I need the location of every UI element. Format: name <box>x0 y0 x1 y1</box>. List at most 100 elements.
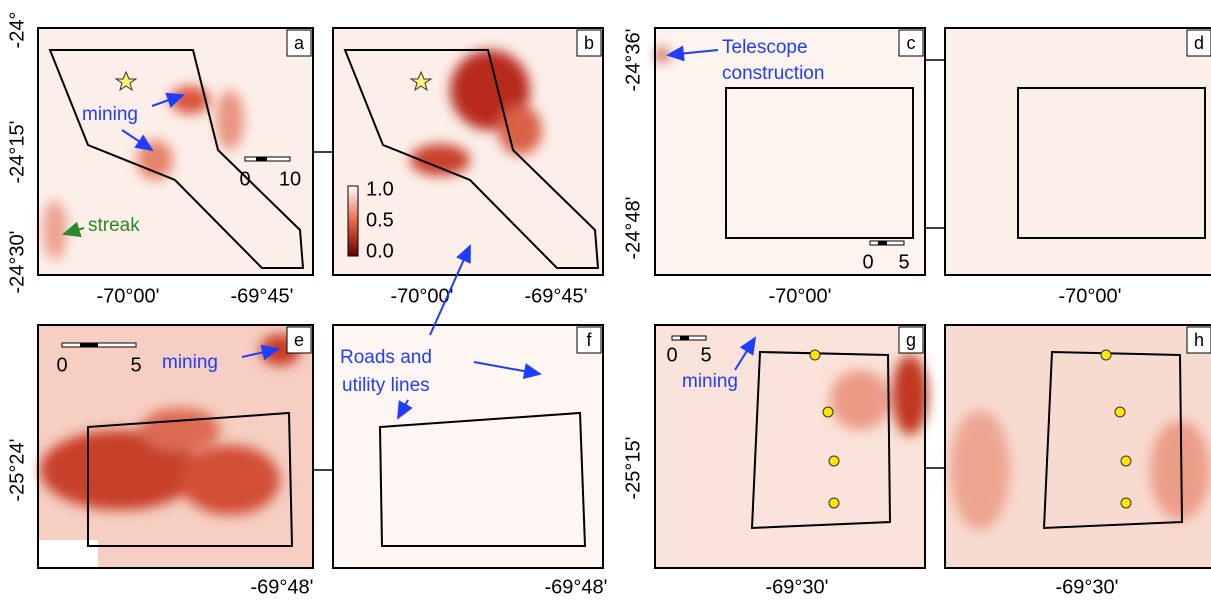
annotation: streak <box>88 215 140 236</box>
scale-label: 5 <box>898 251 909 273</box>
rect-shape <box>347 185 359 257</box>
circle-shape <box>1120 497 1132 509</box>
colorbar-label: 0.0 <box>366 240 394 262</box>
circle-shape <box>828 497 840 509</box>
x-tick-label: -70°00' <box>391 285 454 307</box>
study-areas <box>48 49 1206 547</box>
scale-label: 5 <box>130 354 141 376</box>
rect-shape <box>576 29 602 57</box>
scale-label: 10 <box>279 168 301 190</box>
panel-label: h <box>1194 330 1204 350</box>
panel-label: a <box>294 33 305 53</box>
markers <box>114 70 1132 509</box>
ellipse-shape <box>40 430 200 510</box>
ellipse-shape <box>498 105 542 155</box>
colorbar-label: 0.5 <box>366 209 394 231</box>
rect-shape <box>61 342 137 348</box>
rect-shape <box>654 324 926 569</box>
panel-label: g <box>906 330 916 350</box>
scale-label: 0 <box>239 168 250 190</box>
scale-label: 0 <box>56 354 67 376</box>
rect-shape <box>680 336 689 340</box>
colorbar-label: 1.0 <box>366 178 394 200</box>
x-axis-labels: -70°00' -69°45' -70°00' -69°45' -70°00' … <box>97 285 1122 598</box>
ellipse-shape <box>43 200 67 260</box>
x-tick-label: -70°00' <box>97 285 160 307</box>
annotation: mining <box>682 371 738 392</box>
scale-label: 0 <box>666 344 677 366</box>
y-tick-label: -25°24' <box>6 439 28 502</box>
line-shape <box>62 221 85 238</box>
panel-label: b <box>584 33 594 53</box>
polygon-shape <box>48 49 305 269</box>
rect-shape <box>576 326 602 354</box>
x-tick-label: -69°30' <box>766 576 829 598</box>
scale-bars: 0 10 0 5 0 5 0 5 <box>56 156 910 376</box>
line-shape <box>666 45 719 62</box>
scale-label: 5 <box>700 344 711 366</box>
rect-shape <box>286 29 312 57</box>
y-tick-label: -24°48' <box>622 197 644 260</box>
annotation: Telescope <box>722 37 808 58</box>
ellipse-shape <box>216 90 244 150</box>
x-tick-label: -69°48' <box>251 576 314 598</box>
polygon-shape <box>725 87 914 239</box>
rect-shape <box>332 324 604 569</box>
rect-shape <box>1186 29 1211 57</box>
ellipse-shape <box>892 355 928 435</box>
rect-shape <box>333 325 603 568</box>
circle-shape <box>809 349 821 361</box>
line-shape <box>241 344 280 361</box>
polygon-shape <box>378 411 587 547</box>
x-tick-label: -69°45' <box>525 285 588 307</box>
line-shape <box>473 361 542 380</box>
panel-label: d <box>1194 33 1204 53</box>
y-axis-labels: -24° -24°15' -24°30' -24°36' -24°48' -25… <box>6 12 644 502</box>
y-tick-label: -25°15' <box>622 437 644 500</box>
rect-shape <box>944 324 1211 569</box>
y-tick-label: -24°30' <box>6 231 28 294</box>
x-tick-label: -69°48' <box>545 576 608 598</box>
polygon-shape <box>114 70 138 92</box>
circle-shape <box>1100 349 1112 361</box>
panel-label: e <box>294 330 304 350</box>
y-tick-label: -24° <box>6 12 28 49</box>
rect-shape <box>944 27 1211 276</box>
rect-shape <box>655 28 925 275</box>
rect-shape <box>1186 326 1211 354</box>
x-tick-label: -69°45' <box>231 285 294 307</box>
rect-shape <box>80 343 98 347</box>
polygon-shape <box>1017 87 1206 239</box>
rect-shape <box>37 324 314 569</box>
line-shape <box>429 244 471 336</box>
line-shape <box>734 336 757 371</box>
panel-label: f <box>586 330 592 350</box>
line-shape <box>397 399 413 420</box>
g-shape <box>809 349 1132 509</box>
annotation: construction <box>722 63 824 84</box>
y-tick-label: -24°36' <box>622 29 644 92</box>
ellipse-shape <box>950 410 1010 530</box>
line-shape <box>151 92 185 108</box>
x-tick-label: -70°00' <box>769 285 832 307</box>
frames <box>37 27 1211 569</box>
rect-shape <box>38 28 313 275</box>
line-shape <box>121 129 154 152</box>
rect-shape <box>655 325 925 568</box>
scale-label: 0 <box>862 251 873 273</box>
rect-shape <box>945 28 1211 275</box>
rect-shape <box>654 27 926 276</box>
x-tick-label: -70°00' <box>1059 285 1122 307</box>
ellipse-shape <box>137 140 173 180</box>
colorbar: 1.0 0.5 0.0 <box>347 178 394 262</box>
circle-shape <box>828 455 840 467</box>
polygon-shape <box>750 350 892 530</box>
polygon-shape <box>87 411 294 547</box>
annotations: mining streak Telescope construction min… <box>62 37 824 420</box>
ellipse-shape <box>410 144 470 176</box>
ellipse-shape <box>830 370 890 430</box>
rect-shape <box>244 156 291 162</box>
annotation: mining <box>82 104 138 125</box>
panel-letters: a b c d e f g h <box>286 29 1211 354</box>
